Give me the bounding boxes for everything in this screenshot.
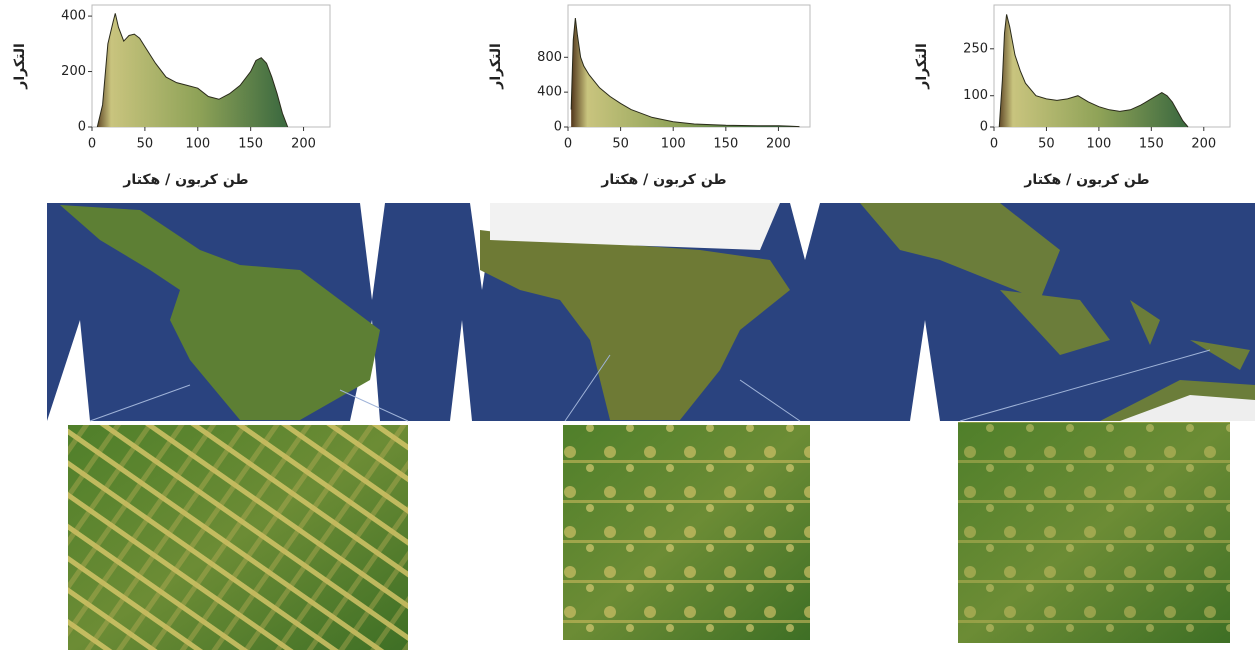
y-tick-label: 250	[963, 41, 988, 56]
area-fill	[97, 13, 287, 127]
x-axis-label: طن كربون / هكتار	[600, 172, 726, 188]
y-tick-label: 400	[61, 9, 86, 24]
x-axis-label: طن كربون / هكتار	[1023, 172, 1149, 188]
x-tick-label: 100	[185, 137, 210, 152]
x-tick-label: 150	[238, 137, 263, 152]
y-axis-label: التكرار	[914, 43, 930, 89]
zoom-images	[68, 422, 1230, 650]
x-tick-label: 200	[291, 137, 316, 152]
histogram: 0 50 100 150 200 0 400 800 طن كربون / هكتار التكر…	[488, 5, 810, 188]
x-tick-label: 50	[1038, 137, 1055, 152]
x-tick-label: 0	[990, 137, 998, 152]
x-axis-label: طن كربون / هكتار	[122, 172, 248, 188]
x-tick-label: 150	[1139, 137, 1164, 152]
x-tick-label: 50	[612, 137, 629, 152]
y-tick-label: 0	[78, 120, 86, 135]
y-tick-label: 400	[537, 85, 562, 100]
y-tick-label: 800	[537, 50, 562, 65]
x-tick-label: 0	[564, 137, 572, 152]
zoom-image	[563, 425, 810, 640]
x-tick-label: 200	[766, 137, 791, 152]
histogram: 0 50 100 150 200 0 200 400 طن كربون / هكتار التكر…	[12, 5, 330, 188]
figure: 0 50 100 150 200 0 200 400 طن كربون / هكتار التكر…	[0, 0, 1255, 653]
x-tick-label: 100	[1086, 137, 1111, 152]
x-tick-label: 100	[661, 137, 686, 152]
area-fill	[571, 18, 799, 127]
map	[47, 203, 1255, 421]
histogram: 0 50 100 150 200 0 100 250 طن كربون / هكتار التكر…	[914, 5, 1230, 188]
x-tick-label: 150	[713, 137, 738, 152]
y-axis-label: التكرار	[488, 43, 504, 89]
y-tick-label: 0	[980, 120, 988, 135]
y-axis-label: التكرار	[12, 43, 28, 89]
x-tick-label: 50	[137, 137, 154, 152]
zoom-image	[68, 425, 408, 650]
y-tick-label: 100	[963, 88, 988, 103]
x-tick-label: 200	[1191, 137, 1216, 152]
zoom-image	[958, 422, 1230, 643]
x-tick-label: 0	[88, 137, 96, 152]
y-tick-label: 200	[61, 64, 86, 79]
y-tick-label: 0	[554, 120, 562, 135]
area-fill	[999, 14, 1188, 127]
